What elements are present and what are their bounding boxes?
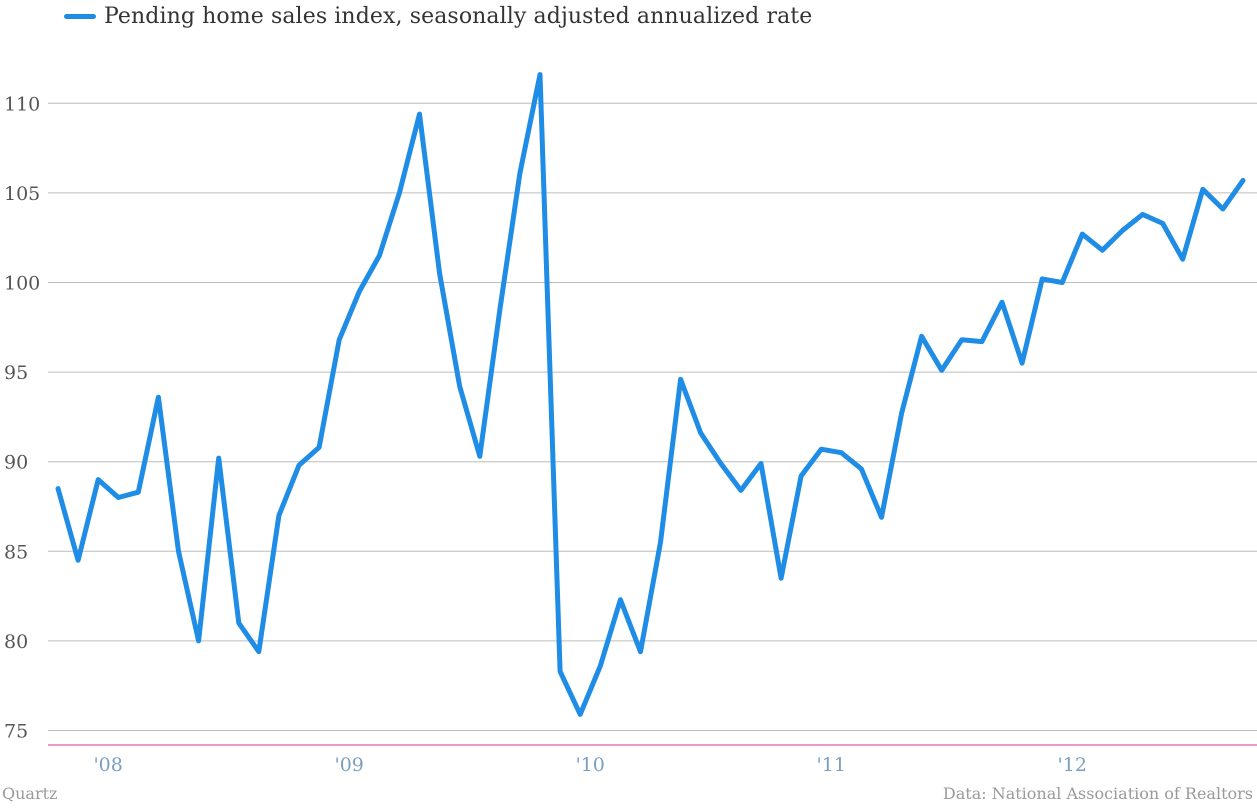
x-axis-ticks: '08 '09 '10 '11 '12 xyxy=(93,754,1086,776)
x-tick-label: '12 xyxy=(1058,754,1087,776)
data-source: Data: National Association of Realtors xyxy=(942,784,1253,803)
series-line xyxy=(55,72,1246,717)
legend-label: Pending home sales index, seasonally adj… xyxy=(104,4,813,29)
x-tick-label: '09 xyxy=(334,754,363,776)
y-tick-label: 75 xyxy=(4,721,28,743)
y-tick-label: 85 xyxy=(4,541,28,563)
y-tick-label: 95 xyxy=(4,362,28,384)
credit-quartz: Quartz xyxy=(2,784,58,803)
legend: Pending home sales index, seasonally adj… xyxy=(64,4,812,29)
x-tick-label: '10 xyxy=(576,754,605,776)
x-tick-label: '11 xyxy=(817,754,846,776)
y-tick-label: 90 xyxy=(4,452,28,474)
grid-lines xyxy=(48,102,1257,731)
x-tick-label: '08 xyxy=(93,754,122,776)
legend-swatch xyxy=(64,14,96,19)
y-tick-label: 80 xyxy=(4,631,28,653)
y-tick-label: 105 xyxy=(4,183,40,205)
y-tick-label: 110 xyxy=(4,93,40,115)
y-axis-ticks: 75 80 85 90 95 100 105 110 xyxy=(4,93,40,742)
y-tick-label: 100 xyxy=(4,273,40,295)
